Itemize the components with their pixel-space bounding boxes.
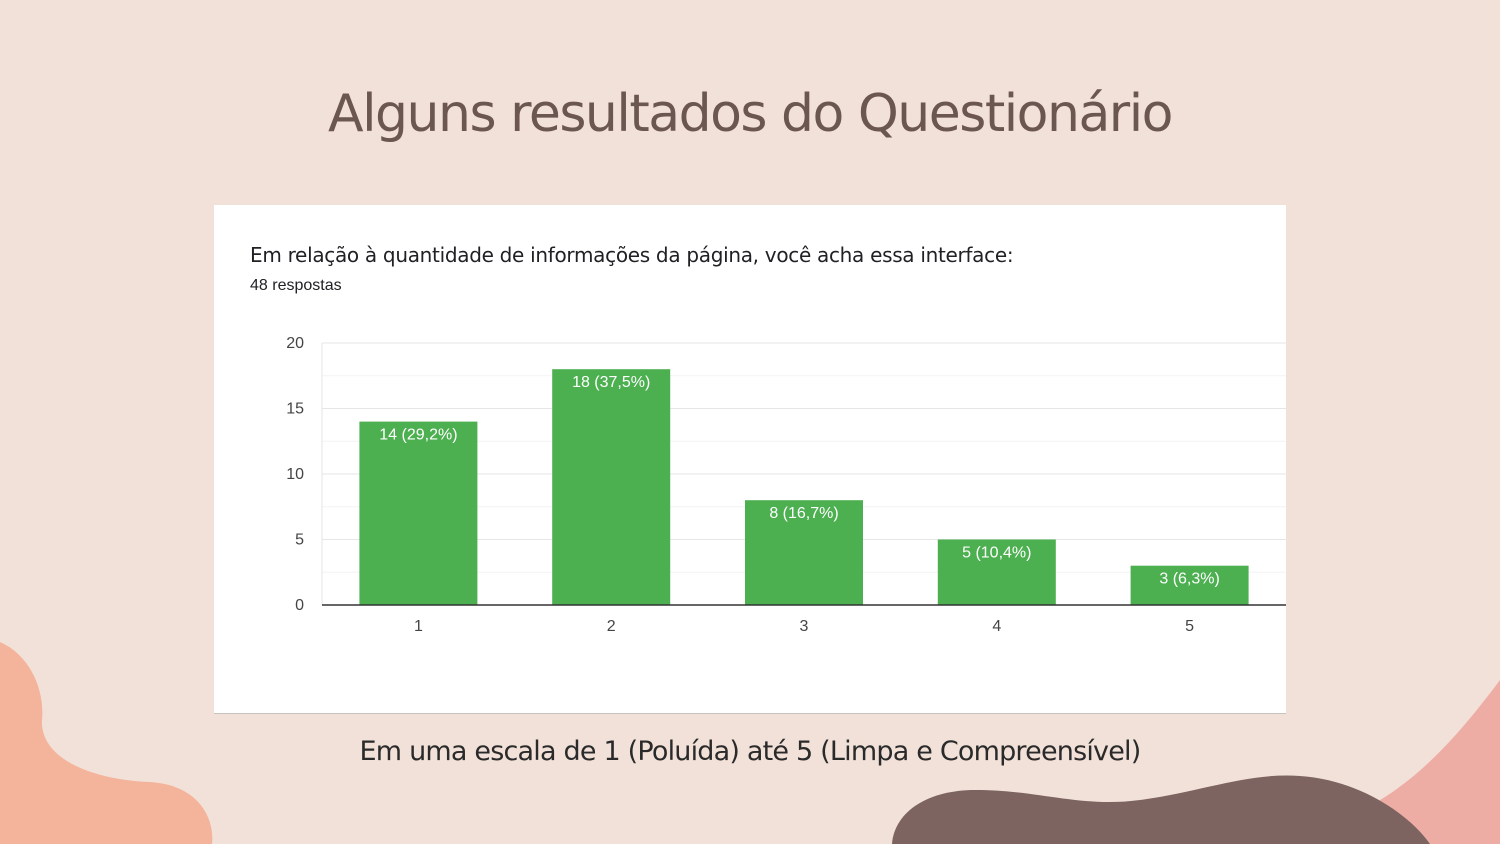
question-title: Em relação à quantidade de informações d… — [250, 243, 1014, 267]
data-label: 3 (6,3%) — [1159, 571, 1219, 588]
bar-chart: 0 5 10 15 20 14 (29,2%) 1 18 (37,5%) 2 8 (16,7%) 3… — [286, 335, 1286, 635]
slide-title: Alguns resultados do Questionário — [328, 84, 1173, 144]
bar-5 — [1130, 565, 1249, 605]
data-label: 18 (37,5%) — [572, 374, 650, 391]
y-tick-label: 5 — [295, 532, 304, 549]
x-tick-label: 3 — [800, 618, 809, 635]
data-label: 14 (29,2%) — [379, 427, 457, 444]
response-count: 48 respostas — [250, 277, 342, 294]
bar-4 — [937, 539, 1056, 605]
blob-bottom-left — [0, 642, 213, 844]
y-tick-label: 0 — [295, 597, 304, 614]
y-tick-label: 10 — [286, 466, 304, 483]
data-label: 8 (16,7%) — [769, 505, 838, 522]
y-tick-label: 15 — [286, 401, 304, 418]
x-tick-label: 4 — [992, 618, 1001, 635]
x-tick-label: 1 — [414, 618, 423, 635]
blob-bottom-right-brown — [892, 775, 1430, 844]
bar-1 — [359, 421, 478, 605]
x-tick-label: 5 — [1185, 618, 1194, 635]
bar-3 — [745, 500, 863, 605]
x-tick-label: 2 — [607, 618, 616, 635]
y-tick-label: 20 — [286, 335, 304, 352]
bar-2 — [552, 369, 671, 605]
scale-caption: Em uma escala de 1 (Poluída) até 5 (Limp… — [359, 736, 1142, 767]
chart-card: Em relação à quantidade de informações d… — [214, 205, 1286, 714]
data-label: 5 (10,4%) — [962, 545, 1031, 562]
